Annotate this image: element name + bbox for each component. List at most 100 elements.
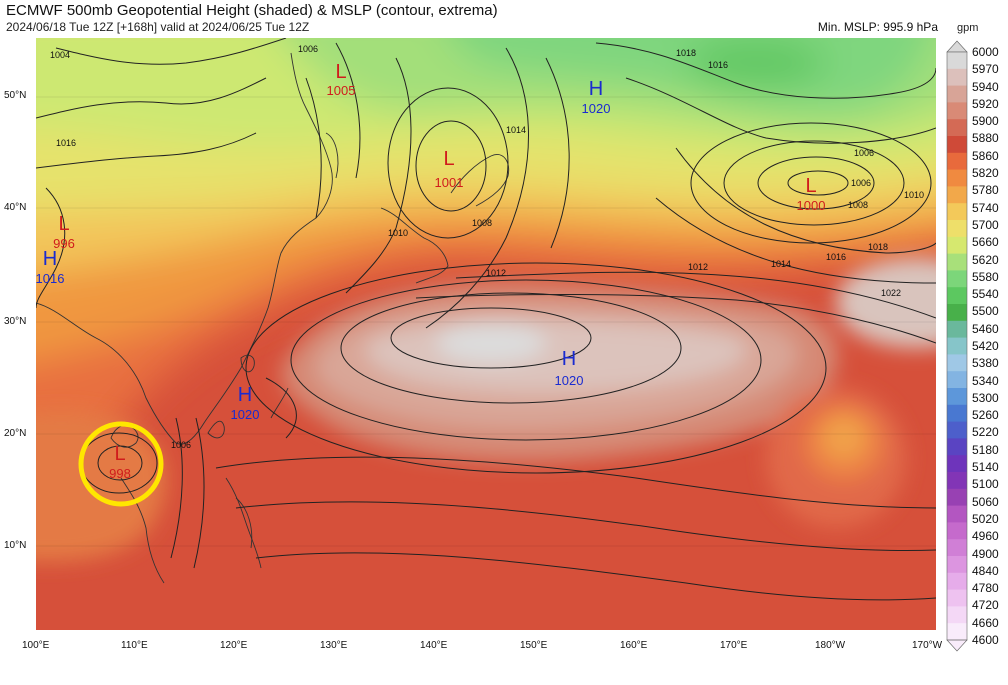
colorbar-tick-label: 5660 (972, 235, 999, 250)
map-title: ECMWF 500mb Geopotential Height (shaded)… (6, 2, 498, 19)
svg-text:1001: 1001 (435, 175, 464, 190)
isobar-label: 1008 (472, 218, 492, 228)
colorbar-segment (947, 404, 967, 423)
colorbar-tick-label: 4960 (972, 529, 999, 544)
colorbar-unit: gpm (957, 22, 979, 34)
colorbar-segment (947, 136, 967, 154)
colorbar-segment (947, 556, 967, 574)
isobar-label: 1012 (486, 268, 506, 278)
high-center: H 1020 (582, 78, 611, 116)
lon-label: 120°E (220, 640, 248, 651)
svg-text:1020: 1020 (231, 407, 260, 422)
colorbar-segment (947, 606, 967, 624)
colorbar-segment (947, 522, 967, 540)
isobar-label: 1010 (904, 190, 924, 200)
lon-label: 180°W (815, 640, 846, 651)
isobar-label: 1004 (50, 50, 70, 60)
colorbar-segment (947, 236, 967, 255)
colorbar-tick-label: 5920 (972, 96, 999, 111)
colorbar-tick-label: 5880 (972, 131, 999, 146)
low-center: L 1005 (327, 61, 356, 98)
colorbar-segment (947, 186, 967, 204)
lat-label: 20°N (4, 428, 27, 439)
colorbar-tick-label: 5740 (972, 200, 999, 215)
colorbar-tick-label: 5140 (972, 460, 999, 475)
isobar-label: 1010 (388, 228, 408, 238)
graticule (36, 96, 936, 547)
valid-time-subtitle: 2024/06/18 Tue 12Z [+168h] valid at 2024… (6, 20, 310, 34)
high-center: H 1016 (36, 248, 64, 286)
colorbar-bottom-arrow (946, 639, 968, 652)
svg-text:1000: 1000 (797, 198, 826, 213)
colorbar-tick-label: 5860 (972, 148, 999, 163)
lat-label: 50°N (4, 90, 27, 101)
isobar-label: 1012 (688, 262, 708, 272)
colorbar-segment (947, 253, 967, 271)
colorbar (946, 40, 968, 652)
isobar-label: 1006 (851, 178, 871, 188)
isobar-label: 1018 (868, 242, 888, 252)
colorbar-tick-label: 5020 (972, 511, 999, 526)
svg-text:1005: 1005 (327, 83, 356, 98)
isobar-label: 1018 (676, 48, 696, 58)
colorbar-segment (947, 320, 967, 339)
colorbar-segment (947, 354, 967, 372)
weather-map: 1012 1012 1014 1016 1018 1022 1008 1006 … (36, 38, 936, 630)
colorbar-top-arrow (946, 40, 968, 53)
colorbar-tick-label: 5820 (972, 166, 999, 181)
colorbar-segment (947, 572, 967, 591)
colorbar-tick-label: 4780 (972, 581, 999, 596)
colorbar-segment (947, 169, 967, 187)
isobar-label: 1016 (56, 138, 76, 148)
colorbar-segment (947, 287, 967, 305)
svg-text:L: L (114, 443, 125, 465)
colorbar-segment (947, 388, 967, 406)
colorbar-segment (947, 488, 967, 507)
colorbar-segment (947, 304, 967, 322)
colorbar-tick-label: 5220 (972, 425, 999, 440)
lat-label: 40°N (4, 202, 27, 213)
colorbar-tick-label: 5340 (972, 373, 999, 388)
colorbar-segment (947, 152, 967, 171)
colorbar-segment (947, 589, 967, 607)
colorbar-tick-label: 4720 (972, 598, 999, 613)
lon-label: 170°E (720, 640, 748, 651)
low-center: L 996 (53, 213, 75, 251)
svg-text:H: H (562, 348, 576, 370)
lon-label: 110°E (121, 640, 148, 651)
lon-label: 140°E (420, 640, 448, 651)
svg-text:L: L (58, 213, 69, 235)
colorbar-tick-label: 6000 (972, 45, 999, 59)
lon-label: 170°W (912, 640, 943, 651)
colorbar-tick-label: 5580 (972, 269, 999, 284)
colorbar-tick-label: 5900 (972, 114, 999, 129)
svg-text:L: L (443, 148, 454, 170)
svg-text:1020: 1020 (555, 373, 584, 388)
svg-text:L: L (805, 175, 816, 197)
svg-text:1020: 1020 (582, 101, 611, 116)
colorbar-tick-label: 4840 (972, 563, 999, 578)
isobar-label: 1006 (854, 148, 874, 158)
colorbar-segment (947, 203, 967, 221)
colorbar-segment (947, 371, 967, 389)
lon-label: 160°E (620, 640, 648, 651)
colorbar-segment (947, 220, 967, 238)
colorbar-segment (947, 52, 967, 70)
colorbar-tick-label: 5700 (972, 217, 999, 232)
isobar-labels: 1012 1012 1014 1016 1018 1022 1008 1006 … (50, 44, 924, 450)
low-center: L 1001 (435, 148, 464, 190)
isobar-label: 1014 (506, 125, 526, 135)
lon-label: 130°E (320, 640, 348, 651)
colorbar-segment (947, 102, 967, 120)
colorbar-segment (947, 623, 967, 641)
height-shading (36, 38, 936, 630)
map-canvas: 1012 1012 1014 1016 1018 1022 1008 1006 … (36, 38, 936, 630)
colorbar-segment (947, 455, 967, 473)
colorbar-segment (947, 119, 967, 137)
colorbar-tick-label: 5380 (972, 356, 999, 371)
colorbar-tick-label: 5260 (972, 408, 999, 423)
isobar-label: 1014 (771, 259, 791, 269)
colorbar-tick-label: 4660 (972, 615, 999, 630)
lon-label: 150°E (520, 640, 548, 651)
high-center: H 1020 (555, 348, 584, 388)
